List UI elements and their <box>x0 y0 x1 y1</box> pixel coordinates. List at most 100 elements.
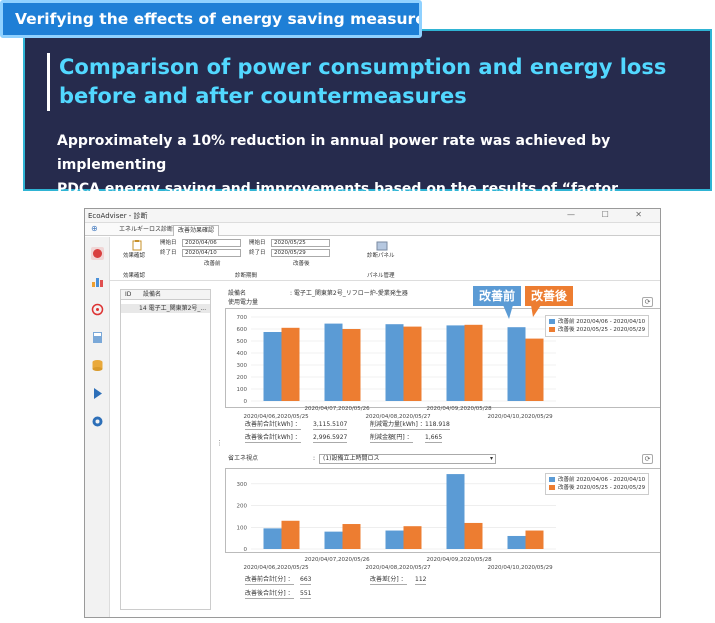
power-chart-x-tick-label: 2020/04/08,2020/05/27 <box>365 414 431 420</box>
end-date-after-input[interactable]: 2020/05/29 <box>271 249 330 257</box>
loss-chart-bar-before <box>385 530 404 549</box>
legend2-text-before: 改善前 2020/04/06 - 2020/04/10 <box>558 477 646 483</box>
power-chart-bar-before <box>507 327 526 401</box>
loss-chart-y-tick-label: 100 <box>237 525 248 531</box>
list-header: ID 設備名 <box>121 290 210 300</box>
power-chart-x-tick-label: 2020/04/09,2020/05/28 <box>426 406 492 412</box>
loss-chart-x-tick-label: 2020/04/06,2020/05/25 <box>243 565 309 571</box>
loss-chart-legend: 改善前 2020/04/06 - 2020/04/10 改善後 2020/05/… <box>545 473 650 495</box>
list-col-id: ID <box>125 291 132 298</box>
effect-check-button[interactable]: 効果確認 <box>123 253 146 259</box>
power-chart: 700 600 500 400 300 200 100 0 <box>225 308 660 408</box>
diagnosis-icon[interactable] <box>91 247 104 260</box>
power-chart-y-tick-label: 500 <box>237 339 248 345</box>
database-icon[interactable] <box>91 359 104 372</box>
banner-title-line2: before and after countermeasures <box>59 84 467 108</box>
chevron-down-icon: ▾ <box>489 455 493 462</box>
energy-view-label: 省エネ視点 <box>228 455 259 462</box>
energy-view-value: (1)設備立上時間ロス <box>323 455 380 462</box>
power-chart-legend: 改善前 2020/04/06 - 2020/04/10 改善後 2020/05/… <box>545 315 650 337</box>
legend-item-after: 改善後 2020/05/25 - 2020/05/29 <box>549 326 645 334</box>
callout-after-pointer <box>531 305 541 317</box>
app-window: EcoAdviser - 診断 — ☐ ✕ ⊕ エネルギーロス診断 改善効果確認 <box>84 208 661 618</box>
power-chart-bar-after <box>342 329 361 401</box>
loss-chart-bar-before <box>263 528 282 549</box>
summary1-amount-value: 1,665 <box>425 434 443 443</box>
tab-improvement[interactable]: 改善効果確認 <box>173 225 220 236</box>
summary2-diff-value: 112 <box>415 576 427 585</box>
summary2-after-label: 改善後合計[分] ： <box>245 590 294 599</box>
refresh-chart2-button[interactable]: ⟳ <box>642 454 653 464</box>
nav-toggle-icon[interactable]: ⊕ <box>91 224 98 233</box>
summary2-diff-label: 改善差[分] ： <box>370 576 407 585</box>
power-chart-y-tick-label: 300 <box>237 363 248 369</box>
tab-strip: ⊕ エネルギーロス診断 改善効果確認 <box>85 223 660 236</box>
power-chart-y-tick-label: 600 <box>237 327 248 333</box>
calculator-icon[interactable] <box>91 331 104 344</box>
settings-gear-icon[interactable] <box>91 415 104 428</box>
loss-chart-svg: 300 200 100 0 <box>237 474 556 553</box>
usage-label: 使用電力量 <box>228 299 259 306</box>
power-chart-bar-after <box>281 327 300 401</box>
power-chart-svg: 700 600 500 400 300 200 100 0 <box>237 315 556 405</box>
loss-chart-bar-after <box>464 522 483 549</box>
start-date-after-input[interactable]: 2020/05/25 <box>271 239 330 247</box>
loss-chart-y-tick-label: 0 <box>244 547 248 553</box>
energy-view-colon: : <box>313 455 316 462</box>
window-titlebar: EcoAdviser - 診断 — ☐ ✕ <box>85 209 660 223</box>
loss-chart-bar-before <box>324 531 343 549</box>
group-label-period: 診断期間 <box>235 273 258 279</box>
banner-title-line1: Comparison of power consumption and ener… <box>59 55 667 79</box>
legend-item-before: 改善前 2020/04/06 - 2020/04/10 <box>549 318 645 326</box>
callout-after: 改善後 <box>525 286 573 306</box>
gauge-icon[interactable] <box>91 303 104 316</box>
callout-pointers <box>503 305 541 319</box>
summary1-before-value: 3,115.5107 <box>313 421 348 430</box>
group-label-effect: 効果確認 <box>123 273 146 279</box>
summary2-before-value: 663 <box>300 576 312 585</box>
power-chart-y-tick-label: 700 <box>237 315 248 321</box>
splitter-handle-icon[interactable]: ⋮ <box>216 439 223 447</box>
loss-chart-bar-before <box>446 474 465 549</box>
equipment-list: ID 設備名 14 電子工_関東第2号_... <box>120 289 211 610</box>
power-chart-y-tick-label: 100 <box>237 387 248 393</box>
power-chart-y-tick-label: 400 <box>237 351 248 357</box>
banner-body-line1: Approximately a 10% reduction in annual … <box>57 133 611 173</box>
legend-swatch-before <box>549 319 555 324</box>
summary1-before-label: 改善前合計[kWh] ： <box>245 421 301 430</box>
window-controls[interactable]: — ☐ ✕ <box>567 210 654 219</box>
legend2-item-after: 改善後 2020/05/25 - 2020/05/29 <box>549 484 645 492</box>
power-chart-bar-before <box>385 324 404 401</box>
ribbon: 効果確認 開始日 終了日 2020/04/06 2020/04/10 開始日 終… <box>110 237 660 281</box>
callout-before: 改善前 <box>473 286 521 306</box>
loss-chart-bar-after <box>525 530 544 549</box>
bar-chart-icon[interactable] <box>91 275 104 288</box>
start-label-after: 開始日 <box>249 240 266 246</box>
panel-icon <box>376 241 388 251</box>
legend-text-before: 改善前 2020/04/06 - 2020/04/10 <box>558 319 646 325</box>
power-chart-bar-before <box>446 325 465 401</box>
legend2-swatch-after <box>549 485 555 490</box>
start-label-before: 開始日 <box>160 240 177 246</box>
power-chart-y-tick-label: 0 <box>244 399 248 405</box>
power-chart-bar-after <box>403 326 422 401</box>
loss-chart-x-tick-label: 2020/04/10,2020/05/29 <box>487 565 553 571</box>
loss-chart-x-tick-label: 2020/04/08,2020/05/27 <box>365 565 431 571</box>
refresh-chart1-button[interactable]: ⟳ <box>642 297 653 307</box>
equipment-value: : 電子工_関東第2号_リフロー炉-愛業発生器 <box>290 290 408 297</box>
energy-view-select[interactable]: (1)設備立上時間ロス ▾ <box>319 454 496 464</box>
loss-chart-x-tick-label: 2020/04/09,2020/05/28 <box>426 557 492 563</box>
clipboard-icon <box>132 240 142 251</box>
list-item[interactable]: 14 電子工_関東第2号_... <box>121 304 210 313</box>
start-date-before-input[interactable]: 2020/04/06 <box>182 239 241 247</box>
tab-energy-loss[interactable]: エネルギーロス診断 <box>119 226 174 233</box>
end-date-before-input[interactable]: 2020/04/10 <box>182 249 241 257</box>
section-tag: Verifying the effects of energy saving m… <box>0 0 422 38</box>
loss-chart-y-tick-label: 200 <box>237 504 248 510</box>
end-label-after: 終了日 <box>249 250 266 256</box>
diagnosis-panel-button[interactable]: 診断パネル <box>367 253 395 259</box>
power-chart-x-tick-label: 2020/04/10,2020/05/29 <box>487 414 553 420</box>
play-icon[interactable] <box>91 387 104 400</box>
power-chart-bar-after <box>464 324 483 401</box>
